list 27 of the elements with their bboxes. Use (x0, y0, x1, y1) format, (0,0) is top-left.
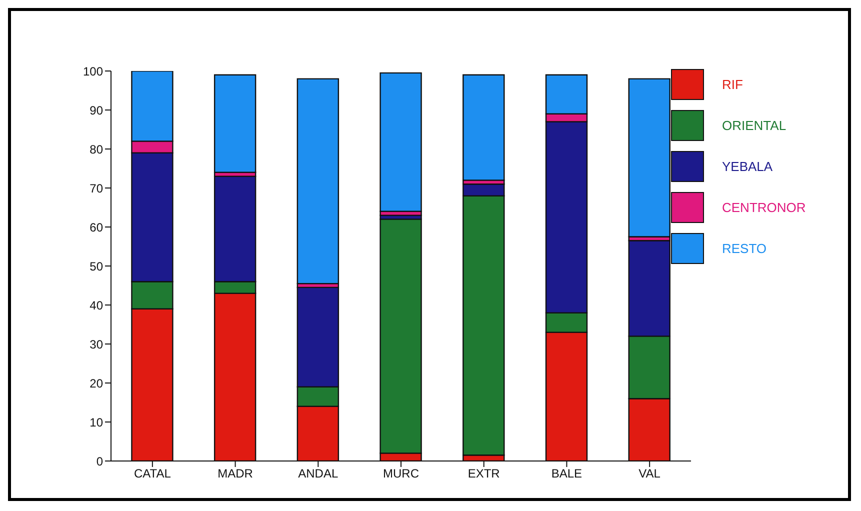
y-tick-label: 90 (90, 103, 104, 118)
legend-label: RIF (722, 77, 743, 92)
x-tick-label: BALE (551, 466, 582, 481)
x-tick-label: CATAL (134, 466, 172, 481)
bar (296, 78, 340, 284)
x-tick-label: VAL (638, 466, 661, 481)
x-tick-label: ANDAL (298, 466, 338, 481)
y-tick-label: 100 (82, 64, 104, 78)
x-tick-label: EXTR (468, 466, 500, 481)
legend-label: YEBALA (722, 159, 773, 174)
y-tick-label: 10 (90, 415, 104, 430)
bar (462, 74, 505, 181)
bar (380, 72, 422, 212)
y-tick-label: 0 (96, 454, 104, 468)
legend-label: RESTO (722, 241, 767, 256)
legend-label: CENTRONOR (722, 200, 806, 215)
y-tick-label: 60 (90, 220, 104, 234)
legend-label: ORIENTAL (722, 118, 786, 133)
x-tick-label: MURC (383, 466, 420, 481)
y-tick-label: 30 (90, 337, 104, 352)
y-tick-label: 20 (90, 376, 104, 390)
bar (214, 74, 256, 173)
y-tick-label: 80 (90, 142, 104, 156)
y-tick-label: 40 (90, 298, 104, 312)
y-tick-label: 50 (90, 259, 104, 274)
y-tick-label: 70 (90, 181, 104, 196)
x-tick-label: MADR (218, 466, 254, 481)
